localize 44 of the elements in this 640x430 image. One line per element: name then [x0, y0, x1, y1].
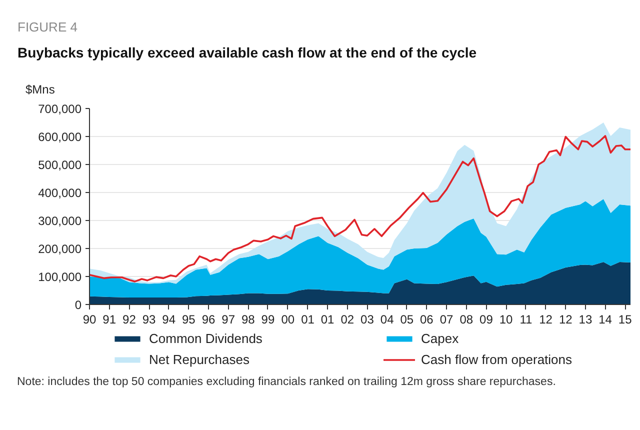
y-tick-label: 500,000	[38, 158, 82, 172]
x-tick-label: 07	[440, 312, 454, 326]
x-tick-label: 93	[142, 312, 156, 326]
legend-label: Common Dividends	[149, 331, 264, 346]
x-tick-label: 90	[82, 312, 96, 326]
x-tick-label: 14	[598, 312, 612, 326]
y-tick-label: 300,000	[38, 214, 82, 228]
legend-label: Net Repurchases	[149, 352, 250, 367]
legend-label: Cash flow from operations	[421, 352, 574, 367]
x-tick-label: 08	[460, 312, 474, 326]
y-tick-label: 400,000	[38, 186, 82, 200]
x-tick-label: 13	[578, 312, 592, 326]
x-tick-label: 95	[182, 312, 196, 326]
x-tick-label: 91	[102, 312, 116, 326]
x-tick-label: 04	[380, 312, 394, 326]
y-tick-label: 0	[74, 298, 82, 312]
y-tick-label: 700,000	[38, 102, 82, 116]
x-tick-label: 15	[618, 312, 632, 326]
y-axis-title: $Mns	[26, 82, 55, 96]
x-tick-label: 09	[480, 312, 494, 326]
x-tick-label: 00	[281, 312, 295, 326]
x-tick-label: 98	[241, 312, 256, 326]
x-tick-label: 12	[558, 312, 573, 326]
x-tick-label: 10	[499, 312, 514, 326]
legend-label: Capex	[421, 331, 460, 346]
chart-subtitle: Buybacks typically exceed available cash flow at the end of the cycle	[18, 44, 477, 60]
chart-title: FIGURE 4	[18, 20, 78, 34]
x-tick-label: 06	[420, 312, 434, 326]
text: Note: includes the top 50 companies excluding financials ranked on trailing 12m gross share repurchases.	[17, 375, 556, 390]
x-tick-label: 01	[320, 312, 335, 326]
x-tick-label: 03	[360, 312, 374, 326]
x-tick-label: 11	[520, 312, 533, 326]
x-tick-label: 02	[340, 312, 354, 326]
y-tick-label: 200,000	[38, 242, 82, 256]
x-tick-label: 94	[162, 312, 176, 326]
y-tick-label: 600,000	[38, 130, 82, 144]
x-tick-label: 97	[222, 312, 236, 326]
y-tick-label: 100,000	[38, 270, 82, 284]
x-tick-label: 12	[539, 312, 553, 326]
x-tick-label: 92	[122, 312, 136, 326]
x-tick-label: 99	[261, 312, 275, 326]
x-tick-label: 05	[400, 312, 414, 326]
x-tick-label: 96	[202, 312, 216, 326]
x-tick-label: 01	[301, 312, 315, 326]
